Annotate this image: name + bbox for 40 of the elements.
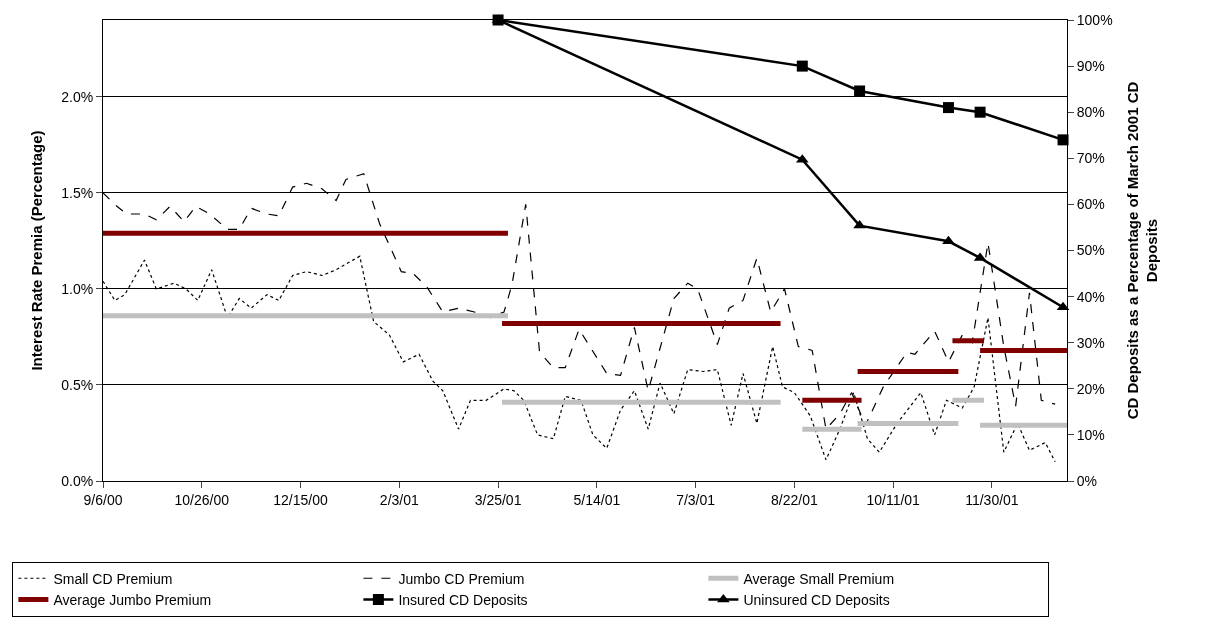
- point: [974, 106, 986, 118]
- point: [1057, 134, 1069, 146]
- y2-tick-label: 20%: [1076, 380, 1105, 397]
- y-tick-label: 2.0%: [61, 88, 94, 105]
- y2-tick-label: 40%: [1076, 288, 1105, 305]
- legend-label: Insured CD Deposits: [398, 591, 528, 608]
- x-tick-label: 10/11/01: [866, 491, 921, 508]
- y-axis-title: Interest Rate Premia (Percentage): [27, 130, 45, 371]
- legend-label: Average Jumbo Premium: [53, 591, 212, 608]
- y2-tick-label: 100%: [1076, 11, 1113, 28]
- x-tick-label: 9/6/00: [83, 491, 123, 508]
- x-tick-label: 8/22/01: [771, 491, 818, 508]
- x-tick-label: 7/3/01: [676, 491, 716, 508]
- y-tick-label: 0.0%: [61, 472, 94, 489]
- x-tick-label: 3/25/01: [474, 491, 522, 508]
- y2-axis-title: CD Deposits as a Percentage of March 2001 CD Deposits: [1123, 81, 1161, 420]
- legend-label: Average Small Premium: [743, 570, 895, 587]
- point: [796, 60, 808, 72]
- y2-tick-label: 60%: [1076, 196, 1105, 213]
- y2-tick-label: 30%: [1076, 334, 1105, 351]
- x-tick-label: 2/3/01: [379, 491, 419, 508]
- y-tick-label: 1.0%: [61, 280, 94, 297]
- y2-tick-label: 10%: [1076, 426, 1105, 443]
- x-tick-label: 11/30/01: [965, 491, 1019, 508]
- y-tick-label: 0.5%: [61, 376, 94, 393]
- y2-tick-label: 50%: [1076, 242, 1105, 259]
- y-tick-label: 1.5%: [61, 184, 94, 201]
- point: [942, 102, 954, 114]
- legend-label: Jumbo CD Premium: [398, 570, 525, 587]
- y2-tick-label: 80%: [1076, 104, 1105, 121]
- x-tick-label: 10/26/00: [174, 491, 230, 508]
- y2-tick-label: 0%: [1076, 472, 1098, 489]
- y2-tick-label: 70%: [1076, 150, 1105, 167]
- point: [942, 235, 955, 245]
- x-tick-label: 5/14/01: [573, 491, 621, 508]
- y2-tick-label: 90%: [1076, 58, 1105, 74]
- legend-label: Uninsured CD Deposits: [743, 591, 890, 608]
- legend-label: Small CD Premium: [53, 570, 173, 587]
- point: [854, 85, 866, 97]
- x-tick-label: 12/15/00: [273, 491, 328, 508]
